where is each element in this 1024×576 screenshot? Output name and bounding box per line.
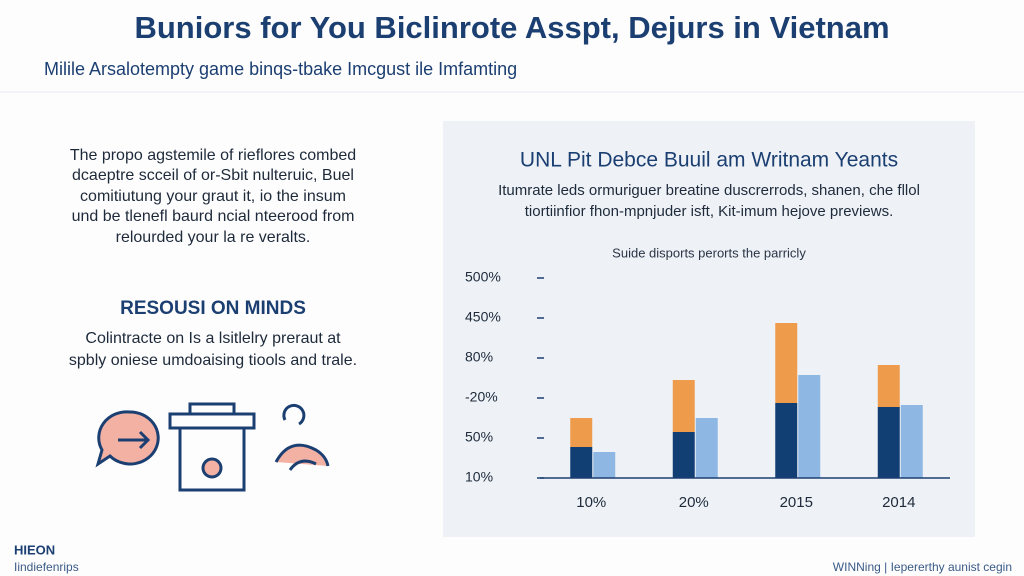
bar	[672, 380, 695, 432]
bar	[877, 365, 900, 407]
y-tick-label: 500%	[465, 269, 501, 285]
y-tick-label: 10%	[465, 469, 493, 485]
icon-swirl	[274, 403, 330, 471]
y-tick-label: 450%	[465, 309, 501, 325]
chart-title: UNL Pit Debce Buuil am Writnam Yeants	[520, 149, 898, 172]
title: Buniors for You Biclinrote Asspt, Dejurs…	[134, 10, 889, 45]
section-heading: RESOUSI ON MINDS	[120, 298, 306, 319]
bar	[570, 418, 593, 447]
bar	[672, 432, 695, 478]
paragraph-line: relourded your la re veralts.	[116, 229, 311, 246]
paragraph-line: dcaeptre scceil of or-Sbit nulteruic, Bu…	[72, 167, 354, 184]
bar	[570, 447, 593, 478]
footer-brand-sub: Iindiefenrips	[14, 560, 79, 574]
x-tick-label: 20%	[679, 494, 709, 511]
plot: 10% 50% -20% 80% 450% 500% 10% 20% 2015 2014	[465, 269, 950, 511]
chart-subtitle: Itumrate leds ormuriguer breatine duscre…	[498, 182, 920, 199]
bar	[695, 418, 718, 478]
icon-bin	[168, 402, 256, 492]
chart-caption: Suide disports perorts the parricly	[612, 245, 806, 260]
section-text: Colintracte on Is a lsitlelry preraut at	[85, 330, 341, 347]
x-tick-label: 2015	[780, 494, 813, 511]
bar	[798, 375, 821, 478]
paragraph-line: The propo agstemile of rieflores combed	[70, 147, 356, 164]
x-tick-label: 10%	[576, 494, 606, 511]
y-tick-label: 50%	[465, 429, 493, 445]
bar	[775, 323, 798, 403]
y-tick-label: 80%	[465, 349, 493, 365]
paragraph-line: comitiutung your graut it, io the insum	[80, 188, 346, 205]
bar	[900, 405, 923, 478]
paragraph-line: und be tlenefl baurd ncial nteerood from	[72, 208, 355, 225]
chart-subtitle: tiortiinfior fhon-mpnjuder isft, Kit-imu…	[525, 203, 893, 220]
section-text: spbly oniese umdoaising tiools and trale…	[69, 352, 357, 369]
x-tick-label: 2014	[882, 494, 915, 511]
y-tick-label: -20%	[465, 389, 498, 405]
bar	[775, 403, 798, 478]
left-paragraph: The propo agstemile of rieflores combed …	[70, 147, 356, 246]
bar	[877, 407, 900, 478]
footer-note: WINNing | Iepererthy aunist cegin	[833, 560, 1012, 574]
icon-chat	[95, 410, 160, 468]
bar	[593, 452, 616, 478]
subtitle: Milile Arsalotempty game binqs-tbake Imc…	[44, 59, 517, 79]
footer-brand: HIEON	[14, 542, 55, 557]
